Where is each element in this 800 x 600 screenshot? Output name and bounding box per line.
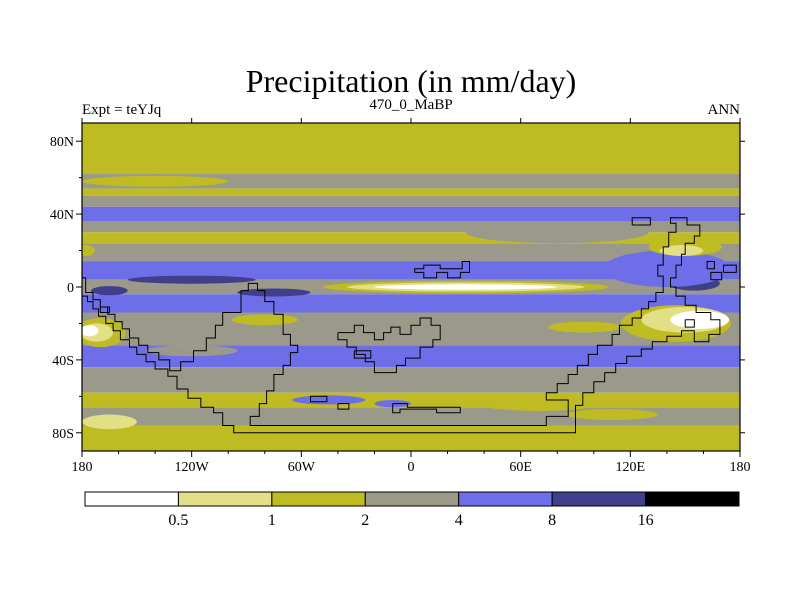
x-tick-label-0: 180 <box>72 460 93 475</box>
precip-feature-4 <box>237 288 311 297</box>
colorbar-label-3: 4 <box>455 512 463 529</box>
precip-band-8 <box>82 261 740 280</box>
precip-feature-22 <box>566 409 658 421</box>
precip-feature-20 <box>548 321 622 333</box>
precip-feature-15 <box>82 325 99 337</box>
x-tick-label-5: 120E <box>616 460 646 475</box>
coastline-0 <box>82 217 721 434</box>
x-tick-label-4: 60E <box>509 460 532 475</box>
precip-feature-17 <box>82 245 95 257</box>
coastline-7 <box>99 306 110 313</box>
coastline-11 <box>631 217 651 226</box>
precip-feature-18 <box>145 345 238 357</box>
y-tick-label-3: 40S <box>52 354 74 369</box>
x-tick-label-2: 60W <box>288 460 316 475</box>
precip-feature-21 <box>484 399 594 411</box>
coastlines <box>82 217 737 434</box>
precip-feature-2 <box>374 284 558 290</box>
coastline-10 <box>706 261 715 270</box>
colorbar-box-3 <box>364 491 460 507</box>
y-tick-label-4: 80S <box>52 427 74 442</box>
subtitle-left: Expt = teYJq <box>82 102 162 118</box>
precip-band-3 <box>82 195 740 207</box>
precip-band-2 <box>82 188 740 196</box>
precip-feature-3 <box>127 275 256 284</box>
x-axis: 180 120W 60W 0 60E 120E 180 <box>72 118 751 475</box>
precip-feature-7 <box>602 250 731 287</box>
coastline-4 <box>337 403 350 410</box>
colorbar-label-5: 16 <box>638 512 654 529</box>
precip-band-16 <box>82 425 740 451</box>
colorbar-label-0: 0.5 <box>168 512 188 529</box>
colorbar-label-4: 8 <box>548 512 556 529</box>
precip-band-14 <box>82 392 740 408</box>
subtitle-center: 470_0_MaBP <box>369 97 452 113</box>
x-tick-label-3: 0 <box>408 460 415 475</box>
precip-band-13 <box>82 367 740 393</box>
coastline-8 <box>684 319 695 328</box>
x-tick-label-6: 180 <box>730 460 751 475</box>
precip-feature-26 <box>82 175 229 187</box>
precip-feature-25 <box>465 221 649 244</box>
precip-feature-12 <box>659 245 704 257</box>
coastline-3 <box>310 395 328 403</box>
colorbar: 0.5 1 2 4 8 16 <box>84 491 740 529</box>
precip-feature-16 <box>82 414 137 430</box>
precip-feature-19 <box>231 314 298 326</box>
subtitle-right: ANN <box>708 102 741 118</box>
coastline-9 <box>710 271 723 281</box>
map-area <box>82 123 740 451</box>
y-axis: 80N 40N 0 40S 80S <box>50 135 745 442</box>
y-tick-label-1: 40N <box>50 208 74 223</box>
precip-feature-23 <box>292 395 366 405</box>
colorbar-box-2 <box>271 491 366 507</box>
coastline-5 <box>392 403 461 414</box>
colorbar-label-2: 2 <box>361 512 369 529</box>
colorbar-box-0 <box>84 491 179 507</box>
precip-band-7 <box>82 243 740 262</box>
coastline-6 <box>414 261 470 279</box>
y-tick-label-2: 0 <box>67 281 74 296</box>
colorbar-box-5 <box>551 491 647 507</box>
coastline-1 <box>337 317 441 374</box>
precip-band-4 <box>82 206 740 222</box>
precip-band-0 <box>82 123 740 175</box>
precip-band-1 <box>82 174 740 189</box>
colorbar-box-1 <box>177 491 273 507</box>
x-tick-label-1: 120W <box>175 460 210 475</box>
precip-feature-5 <box>91 286 128 296</box>
colorbar-box-4 <box>458 491 553 507</box>
precip-band-10 <box>82 294 740 313</box>
coastline-12 <box>723 264 737 273</box>
coastline-2 <box>353 350 372 359</box>
y-tick-label-0: 80N <box>50 135 74 150</box>
chart-title: Precipitation (in mm/day) <box>246 63 577 99</box>
colorbar-label-1: 1 <box>268 512 276 529</box>
precip-band-5 <box>82 221 740 233</box>
precip-band-12 <box>82 345 740 368</box>
colorbar-box-6 <box>645 491 740 507</box>
precip-band-6 <box>82 232 740 244</box>
contour-fills <box>82 123 740 451</box>
